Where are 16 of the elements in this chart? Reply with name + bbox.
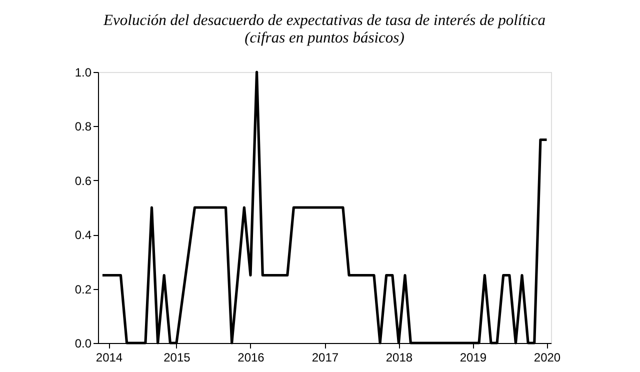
x-tick-label: 2014 [96,350,123,364]
x-tick-label: 2016 [238,350,265,364]
y-tick-label: 1.0 [74,66,92,80]
line-series [101,70,548,344]
y-tick-label: 0.6 [74,174,92,188]
text: Evolución del desacuerdo de expectativas de tasa de interés de política [104,12,546,29]
x-tick-label: 2017 [312,350,339,364]
text: (cifras en puntos básicos) [244,30,404,46]
x-tick-label: 2018 [386,350,413,364]
y-tick-label: 0.8 [74,120,92,134]
x-tick-label: 2019 [460,350,487,364]
x-tick-label: 2015 [164,350,191,364]
y-tick-label: 0.2 [74,282,92,296]
x-tick-label: 2020 [534,350,561,364]
y-tick-label: 0.4 [74,228,92,242]
y-tick-label: 0.0 [74,336,92,350]
